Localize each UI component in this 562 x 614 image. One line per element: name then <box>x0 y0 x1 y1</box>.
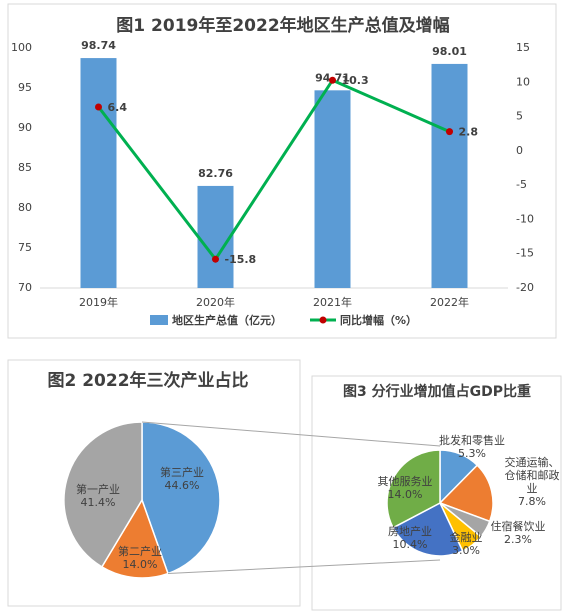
slice-value: 41.4% <box>80 496 116 509</box>
slice-value: 7.8% <box>518 495 546 508</box>
slice-label: 住宿餐饮业 2.3% <box>478 520 558 546</box>
slice-value: 10.4% <box>392 538 428 551</box>
connector <box>167 559 441 575</box>
slice-value: 5.3% <box>458 447 486 460</box>
pie-slice <box>386 449 441 529</box>
line <box>97 78 451 262</box>
data-label: 10.3 <box>342 74 369 87</box>
y2-tick-label: -20 <box>516 281 534 294</box>
x-tick-label: 2020年 <box>196 295 235 309</box>
slice-value: 14.0% <box>122 558 158 571</box>
legend-label: 地区生产总值（亿元） <box>172 313 282 327</box>
slice-name: 其他服务业 <box>377 475 433 488</box>
slice-label: 交通运输、仓储和邮政业 7.8% <box>502 456 562 508</box>
data-label: 82.76 <box>198 167 233 180</box>
y2-tick-label: -15 <box>516 247 534 260</box>
line-marker <box>95 103 102 111</box>
slice-label: 第三产业 44.6% <box>160 466 204 492</box>
x-tick-label: 2021年 <box>313 295 352 309</box>
slice-name: 房地产业 <box>388 525 432 538</box>
y-tick-label: 80 <box>18 201 32 214</box>
y-tick-label: 70 <box>18 281 32 294</box>
slice-name: 批发和零售业 <box>439 434 505 447</box>
pie-slice <box>141 421 221 575</box>
pie-slice <box>392 501 464 557</box>
connector <box>141 421 441 447</box>
slice-value: 2.3% <box>504 533 532 546</box>
x-tick-label: 2022年 <box>430 295 469 309</box>
slice-label: 第二产业 14.0% <box>118 545 162 571</box>
slice-name: 交通运输、仓储和邮政业 <box>504 456 560 495</box>
y-tick-label: 100 <box>11 41 32 54</box>
y2-tick-label: 0 <box>516 144 523 157</box>
x-tick-label: 2019年 <box>79 295 118 309</box>
y-tick-label: 95 <box>18 81 32 94</box>
legend-label: 同比增幅（%） <box>340 313 417 327</box>
slice-label: 房地产业 10.4% <box>380 525 440 551</box>
data-label: 98.74 <box>81 39 116 52</box>
slice-name: 金融业 <box>449 531 483 544</box>
slice-name: 住宿餐饮业 <box>490 520 546 533</box>
slice-label: 金融业 3.0% <box>441 531 491 557</box>
y-tick-label: 90 <box>18 121 32 134</box>
bar <box>314 90 351 288</box>
y2-tick-label: -5 <box>516 178 527 191</box>
slice-label: 第一产业 41.4% <box>76 483 120 509</box>
y2-tick-label: -10 <box>516 212 534 225</box>
chart-title: 图1 2019年至2022年地区生产总值及增幅 <box>116 15 449 36</box>
slice-value: 14.0% <box>387 488 423 501</box>
line-marker <box>446 128 453 136</box>
bar <box>197 185 234 288</box>
bar <box>431 63 468 288</box>
legend-swatch <box>150 315 168 325</box>
data-label: 98.01 <box>432 45 467 58</box>
legend-marker <box>319 316 327 324</box>
slice-name: 第一产业 <box>76 483 120 496</box>
y2-tick-label: 10 <box>516 75 530 88</box>
slice-name: 第二产业 <box>118 545 162 558</box>
y-tick-label: 75 <box>18 241 32 254</box>
pie-slice <box>63 421 143 568</box>
bar <box>80 58 117 288</box>
line-marker <box>329 76 336 84</box>
chart-title: 图2 2022年三次产业占比 <box>47 370 248 391</box>
line-marker <box>212 255 219 263</box>
y2-tick-label: 5 <box>516 110 523 123</box>
slice-value: 3.0% <box>452 544 480 557</box>
slice-label: 其他服务业 14.0% <box>365 475 445 501</box>
data-label: -15.8 <box>225 253 257 266</box>
y2-tick-label: 15 <box>516 41 530 54</box>
chart-title: 图3 分行业增加值占GDP比重 <box>343 384 531 400</box>
data-label: 2.8 <box>459 126 479 139</box>
data-label: 6.4 <box>108 101 128 114</box>
y-tick-label: 85 <box>18 161 32 174</box>
pie-slice <box>100 498 169 579</box>
slice-name: 第三产业 <box>160 466 204 479</box>
slice-label: 批发和零售业 5.3% <box>432 434 512 460</box>
slice-value: 44.6% <box>164 479 200 492</box>
